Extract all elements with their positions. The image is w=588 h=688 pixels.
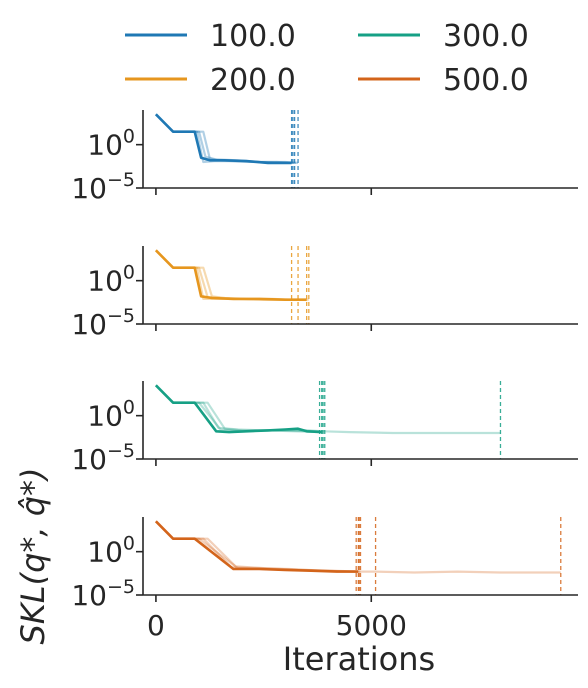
y-tick-label: 100: [87, 126, 135, 162]
series-line-100.0-run-0: [154, 113, 292, 165]
legend-label-100.0: 100.0: [210, 19, 296, 54]
series-line-200.0-run-3: [155, 249, 298, 301]
y-tick-label: 100: [87, 262, 135, 298]
legend-label-500.0: 500.0: [443, 63, 529, 98]
legend-label-200.0: 200.0: [210, 63, 296, 98]
panel-500.0: 100 10−5: [71, 517, 578, 612]
y-tick-label: 10−5: [71, 169, 135, 205]
series-line-300.0-run-0: [154, 384, 322, 434]
series-line-500.0-run-3: [155, 520, 361, 573]
panel-200.0: 100 10−5: [71, 246, 578, 341]
series-line-300.0-run-3: [155, 384, 320, 433]
series-line-300.0-run-1: [155, 384, 501, 435]
series-line-100.0-run-3: [155, 113, 299, 164]
y-tick-label: 10−5: [71, 305, 135, 341]
series-line-100.0-run-2: [155, 113, 296, 164]
series-line-100.0-run-1: [155, 113, 294, 164]
legend-label-300.0: 300.0: [443, 19, 529, 54]
y-tick-label: 100: [87, 533, 135, 569]
legend: 100.0 300.0 200.0 500.0: [125, 19, 529, 98]
panels: 100 10−5 100 10−5 100 10−5 100 10−5: [71, 110, 578, 612]
x-tick-label-5000: 5000: [336, 609, 407, 642]
series-line-500.0-run-2: [155, 520, 357, 573]
y-tick-label: 10−5: [71, 576, 135, 612]
series-line-500.0-run-0: [154, 520, 359, 573]
x-axis-label: Iterations: [283, 640, 435, 678]
panel-100.0: 100 10−5: [71, 110, 578, 205]
y-tick-label: 100: [87, 397, 135, 433]
y-axis-label: SKL(q*, q̂*): [14, 467, 52, 644]
y-tick-label: 10−5: [71, 440, 135, 476]
series-line-200.0-run-0: [154, 249, 307, 302]
series-line-200.0-run-2: [155, 249, 292, 301]
series-line-200.0-run-1: [155, 249, 309, 301]
x-tick-label-0: 0: [147, 609, 165, 642]
panel-300.0: 100 10−5: [71, 381, 578, 476]
x-axis-ticks: 0 5000: [147, 609, 407, 642]
series-line-300.0-run-2: [155, 384, 324, 434]
